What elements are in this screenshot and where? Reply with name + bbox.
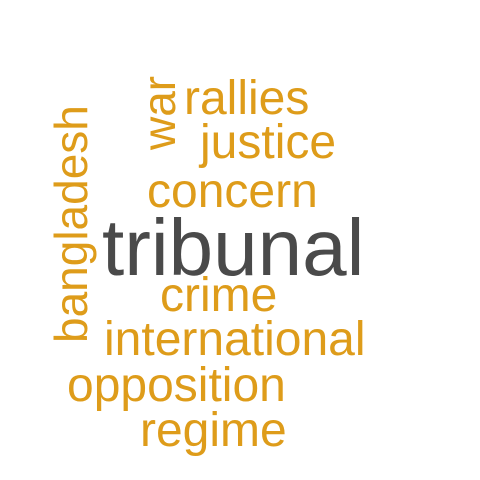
word-concern: concern (147, 165, 318, 218)
word-rallies: rallies (184, 72, 310, 125)
word-tribunal: tribunal (102, 203, 365, 292)
word-war: war (133, 75, 185, 150)
word-justice: justice (200, 116, 337, 169)
word-crime: crime (160, 269, 278, 322)
word-regime: regime (140, 404, 287, 457)
word-opposition: opposition (67, 359, 286, 412)
word-bangladesh: bangladesh (45, 105, 97, 343)
word-international: international (104, 313, 366, 366)
